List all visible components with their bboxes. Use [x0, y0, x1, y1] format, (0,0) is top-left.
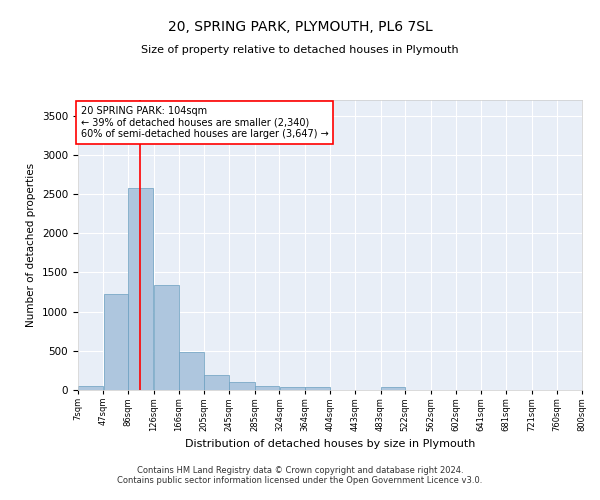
Bar [179, 352, 203, 390]
Text: Contains HM Land Registry data © Crown copyright and database right 2024.
Contai: Contains HM Land Registry data © Crown c… [118, 466, 482, 485]
Text: 20, SPRING PARK, PLYMOUTH, PL6 7SL: 20, SPRING PARK, PLYMOUTH, PL6 7SL [167, 20, 433, 34]
Bar [229, 382, 254, 390]
Y-axis label: Number of detached properties: Number of detached properties [26, 163, 37, 327]
Text: 20 SPRING PARK: 104sqm
← 39% of detached houses are smaller (2,340)
60% of semi-: 20 SPRING PARK: 104sqm ← 39% of detached… [80, 106, 328, 139]
Text: Size of property relative to detached houses in Plymouth: Size of property relative to detached ho… [141, 45, 459, 55]
Bar [255, 386, 280, 390]
Bar [204, 374, 229, 390]
Bar [305, 387, 330, 390]
Bar [154, 285, 179, 390]
X-axis label: Distribution of detached houses by size in Plymouth: Distribution of detached houses by size … [185, 439, 475, 449]
Bar [104, 294, 128, 390]
Bar [280, 387, 305, 390]
Bar [128, 188, 154, 390]
Bar [380, 387, 405, 390]
Bar [78, 386, 103, 390]
